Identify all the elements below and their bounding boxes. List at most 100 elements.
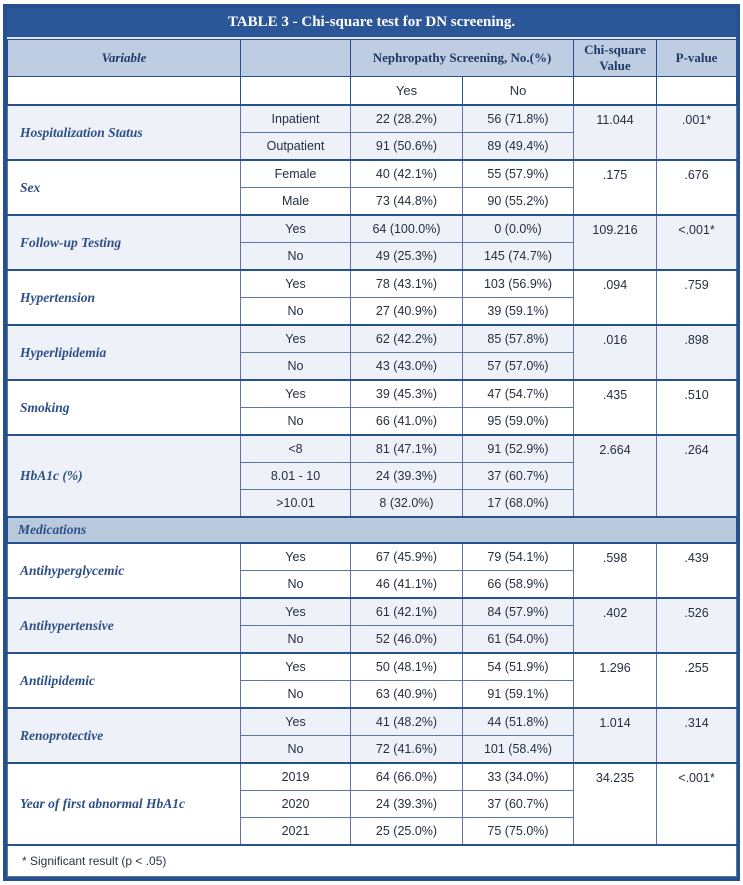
p-value-cell: <.001* [656,762,738,846]
subheader-no: No [461,76,575,106]
category-cell: No [240,407,351,436]
no-count-cell: 56 (71.8%) [461,104,575,133]
p-value-cell: .898 [656,324,738,381]
no-count-cell: 89 (49.4%) [461,132,575,161]
p-value-cell: .439 [656,542,738,599]
variable-cell: Sex [7,159,241,216]
table-row: Hospitalization Status Inpatient 22 (28.2%… [7,104,738,161]
table-row: Smoking Yes 39 (45.3%) 47 (54.7%) .435.510 [7,379,738,436]
variable-cell: Hypertension [7,269,241,326]
no-count-cell: 84 (57.9%) [461,597,575,626]
category-cell: No [240,625,351,654]
yes-count-cell: 49 (25.3%) [350,242,463,271]
category-cell: Yes [240,269,351,298]
variable-cell: Hyperlipidemia [7,324,241,381]
table-row: HbA1c (%) <8 81 (47.1%) 91 (52.9%) 2.664.264 [7,434,738,518]
table-row: Outpatient 91 (50.6%) 89 (49.4%) [8,132,737,161]
yes-count-cell: 24 (39.3%) [350,790,463,818]
table-row: >10.01 8 (32.0%) 17 (68.0%) [8,489,737,518]
chi-square-cell: 1.014 [573,707,658,764]
table-row: Male 73 (44.8%) 90 (55.2%) [8,187,737,216]
chi-square-cell: .598 [573,542,658,599]
subheader-spacer [7,76,241,106]
table-row: No 72 (41.6%) 101 (58.4%) [8,735,737,764]
no-count-cell: 39 (59.1%) [461,297,575,326]
no-count-cell: 44 (51.8%) [461,707,575,736]
chi-square-cell: 11.044 [573,104,658,161]
no-count-cell: 0 (0.0%) [461,214,575,243]
no-count-cell: 90 (55.2%) [461,187,575,216]
chi-square-table: Variable Nephropathy Screening, No.(%) C… [6,39,738,877]
chi-square-cell: .402 [573,597,658,654]
table-row: Follow-up Testing Yes 64 (100.0%) 0 (0.0%) 1… [7,214,738,271]
p-value-cell: .510 [656,379,738,436]
yes-count-cell: 72 (41.6%) [350,735,463,764]
table-body: Hospitalization Status Inpatient 22 (28.2%… [6,104,738,846]
yes-count-cell: 8 (32.0%) [350,489,463,518]
variable-cell: Antilipidemic [7,652,241,709]
category-cell: No [240,680,351,709]
table-row: No 63 (40.9%) 91 (59.1%) [8,680,737,709]
yes-count-cell: 40 (42.1%) [350,159,463,188]
table-row: Year of first abnormal HbA1c 2019 64 (66.0… [7,762,738,846]
p-value-cell: .526 [656,597,738,654]
category-cell: No [240,352,351,381]
table-row: No 52 (46.0%) 61 (54.0%) [8,625,737,654]
yes-count-cell: 27 (40.9%) [350,297,463,326]
yes-count-cell: 91 (50.6%) [350,132,463,161]
yes-count-cell: 22 (28.2%) [350,104,463,133]
yes-count-cell: 52 (46.0%) [350,625,463,654]
no-count-cell: 85 (57.8%) [461,324,575,353]
category-cell: Yes [240,379,351,408]
header-chi-square: Chi-square Value [573,39,658,77]
chi-square-cell: .094 [573,269,658,326]
p-value-cell: .759 [656,269,738,326]
yes-count-cell: 39 (45.3%) [350,379,463,408]
header-spacer [240,39,351,77]
chi-square-cell: 2.664 [573,434,658,518]
category-cell: <8 [240,434,351,463]
chi-square-cell: 109.216 [573,214,658,271]
table-row: Sex Female 40 (42.1%) 55 (57.9%) .175.676 [7,159,738,216]
p-value-cell: .314 [656,707,738,764]
p-value-cell: .001* [656,104,738,161]
yes-count-cell: 64 (100.0%) [350,214,463,243]
table-row: No 49 (25.3%) 145 (74.7%) [8,242,737,271]
p-value-cell: .255 [656,652,738,709]
yes-count-cell: 25 (25.0%) [350,817,463,846]
yes-count-cell: 63 (40.9%) [350,680,463,709]
yes-count-cell: 64 (66.0%) [350,762,463,791]
no-count-cell: 54 (51.9%) [461,652,575,681]
chi-square-cell: .175 [573,159,658,216]
yes-count-cell: 62 (42.2%) [350,324,463,353]
header-p-value: P-value [656,39,738,77]
chi-square-cell: 1.296 [573,652,658,709]
variable-cell: Antihypertensive [7,597,241,654]
yes-count-cell: 66 (41.0%) [350,407,463,436]
yes-count-cell: 67 (45.9%) [350,542,463,571]
no-count-cell: 91 (52.9%) [461,434,575,463]
variable-cell: Hospitalization Status [7,104,241,161]
table-row: Antihypertensive Yes 61 (42.1%) 84 (57.9%).… [7,597,738,654]
table-row: Renoprotective Yes 41 (48.2%) 44 (51.8%) 1.0… [7,707,738,764]
category-cell: Yes [240,214,351,243]
yes-count-cell: 78 (43.1%) [350,269,463,298]
subheader-spacer [656,76,738,106]
variable-cell: Follow-up Testing [7,214,241,271]
subheader-yes: Yes [350,76,463,106]
category-cell: 2020 [240,790,351,818]
table-row: 2020 24 (39.3%) 37 (60.7%) [8,790,737,818]
yes-count-cell: 46 (41.1%) [350,570,463,599]
subheader-spacer [240,76,351,106]
table-row: Hypertension Yes 78 (43.1%) 103 (56.9%) .094… [7,269,738,326]
no-count-cell: 95 (59.0%) [461,407,575,436]
footnote-row: * Significant result (p < .05) [6,844,738,877]
category-cell: >10.01 [240,489,351,518]
no-count-cell: 37 (60.7%) [461,462,575,490]
no-count-cell: 47 (54.7%) [461,379,575,408]
table-row: Hyperlipidemia Yes 62 (42.2%) 85 (57.8%) .01… [7,324,738,381]
header-row: Variable Nephropathy Screening, No.(%) C… [7,39,738,77]
table-title: TABLE 3 - Chi-square test for DN screeni… [7,8,736,39]
yes-count-cell: 61 (42.1%) [350,597,463,626]
